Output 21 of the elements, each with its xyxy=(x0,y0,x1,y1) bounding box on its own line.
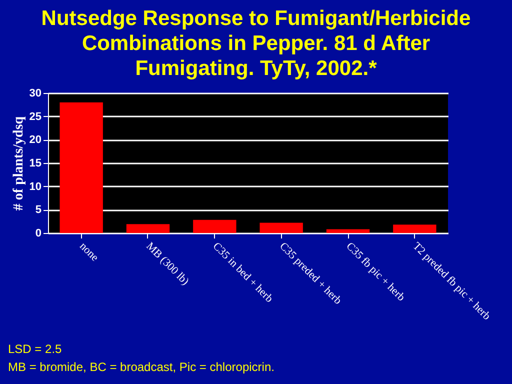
chart-title: Nutsedge Response to Fumigant/Herbicide Combinations in Pepper. 81 d After Fumigating. TyTy, 2002.* xyxy=(40,6,472,81)
y-tick-label: 30 xyxy=(29,88,42,100)
y-tick-label: 10 xyxy=(29,180,42,193)
bar xyxy=(326,229,370,233)
x-tick-label: MB (300 lb) xyxy=(144,240,192,288)
y-tick-label: 15 xyxy=(29,158,42,170)
x-tick-label: C35 fb pic + herb xyxy=(344,240,408,304)
text: LSD = 2.5 xyxy=(8,341,63,358)
bar xyxy=(60,102,103,233)
bar xyxy=(393,224,436,233)
bar xyxy=(193,220,236,233)
y-axis-title: # of plants/ydsq xyxy=(11,116,26,211)
y-tick-label: 5 xyxy=(35,204,42,216)
x-tick-label: none xyxy=(77,240,101,264)
y-tick-label: 0 xyxy=(35,228,42,240)
bar xyxy=(260,222,303,233)
y-tick-label: 20 xyxy=(29,134,42,146)
bar xyxy=(126,224,170,233)
x-tick-label: C35 in bed + herb xyxy=(210,240,276,306)
y-tick-label: 25 xyxy=(29,110,42,123)
text: MB = bromide, BC = broadcast, Pic = chloropicrin. xyxy=(8,359,274,376)
